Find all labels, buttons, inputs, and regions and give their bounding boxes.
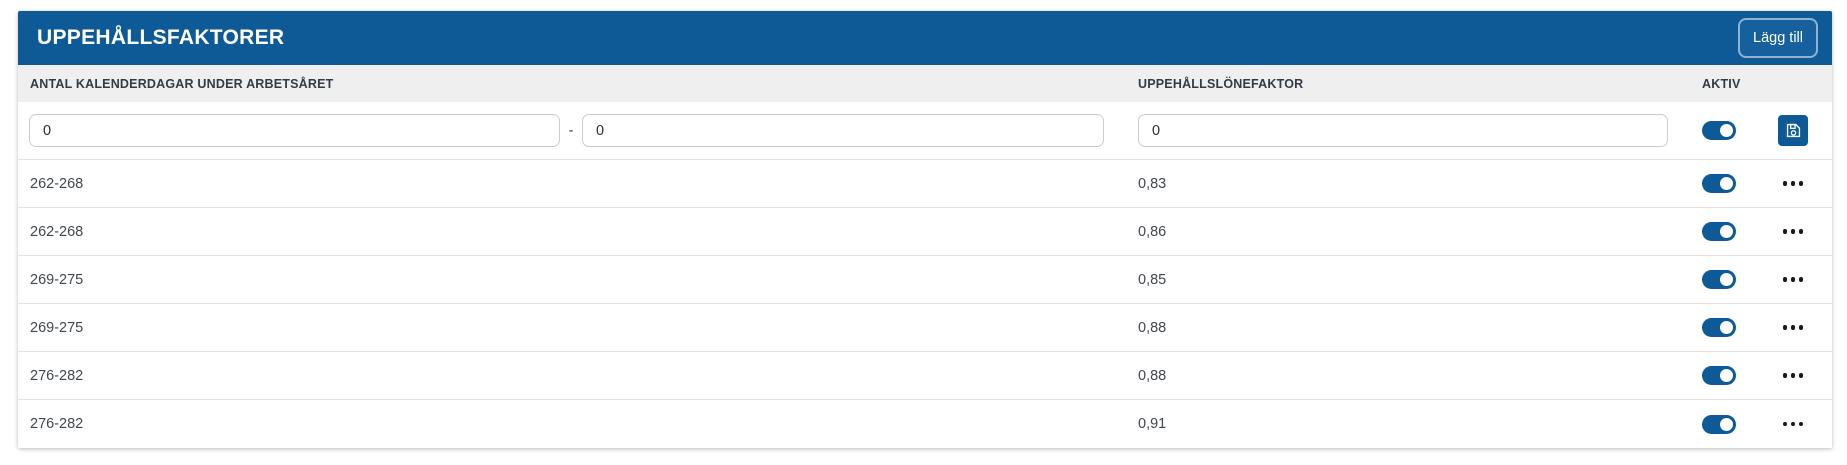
days-range-value: 262-268: [30, 175, 84, 192]
panel-header: UPPEHÅLLSFAKTORER Lägg till: [18, 11, 1832, 65]
active-toggle[interactable]: [1702, 366, 1736, 385]
days-range-value: 262-268: [30, 223, 84, 240]
new-entry-row: -: [18, 102, 1832, 160]
toggle-knob: [1720, 321, 1733, 334]
ellipsis-icon: [1782, 325, 1804, 330]
active-toggle[interactable]: [1702, 174, 1736, 193]
toggle-knob: [1720, 124, 1733, 137]
active-toggle[interactable]: [1702, 414, 1736, 434]
ellipsis-icon: [1782, 181, 1804, 186]
new-entry-active-toggle[interactable]: [1702, 121, 1736, 140]
panel-title: UPPEHÅLLSFAKTORER: [37, 26, 285, 49]
uppehallsfaktorer-panel: UPPEHÅLLSFAKTORER Lägg till ANTAL KALEND…: [18, 11, 1832, 448]
table-row: 269-275 0,88: [18, 304, 1832, 352]
table-row: 262-268 0,86: [18, 208, 1832, 256]
table-row: 276-282 0,91: [18, 400, 1832, 448]
row-menu-button[interactable]: [1778, 414, 1808, 434]
row-menu-button[interactable]: [1778, 318, 1808, 338]
days-to-input[interactable]: [582, 114, 1104, 147]
range-separator: -: [568, 122, 574, 139]
row-menu-button[interactable]: [1778, 222, 1808, 242]
active-toggle[interactable]: [1702, 222, 1736, 241]
toggle-knob: [1720, 225, 1733, 238]
row-menu-button[interactable]: [1778, 366, 1808, 386]
active-toggle[interactable]: [1702, 270, 1736, 289]
days-range-value: 269-275: [30, 319, 84, 336]
ellipsis-icon: [1782, 229, 1804, 234]
toggle-knob: [1720, 177, 1733, 190]
factor-input[interactable]: [1138, 114, 1668, 147]
floppy-disk-icon: [1784, 121, 1803, 140]
row-menu-button[interactable]: [1778, 174, 1808, 194]
days-range-value: 269-275: [30, 271, 84, 288]
ellipsis-icon: [1782, 421, 1804, 427]
table-row: 262-268 0,83: [18, 160, 1832, 208]
table-row: 276-282 0,88: [18, 352, 1832, 400]
row-menu-button[interactable]: [1778, 270, 1808, 290]
factor-value: 0,88: [1138, 367, 1167, 384]
days-from-input[interactable]: [29, 114, 560, 147]
add-button[interactable]: Lägg till: [1738, 18, 1818, 58]
save-button[interactable]: [1778, 115, 1808, 146]
toggle-knob: [1720, 417, 1733, 431]
ellipsis-icon: [1782, 373, 1804, 378]
column-header-days: ANTAL KALENDERDAGAR UNDER ARBETSÅRET: [30, 76, 334, 91]
ellipsis-icon: [1782, 277, 1804, 282]
table-header-row: ANTAL KALENDERDAGAR UNDER ARBETSÅRET UPP…: [18, 65, 1832, 102]
table-row: 269-275 0,85: [18, 256, 1832, 304]
column-header-active: AKTIV: [1702, 76, 1741, 91]
column-header-factor: UPPEHÅLLSLÖNEFAKTOR: [1138, 76, 1304, 91]
factor-value: 0,91: [1138, 416, 1167, 432]
factor-value: 0,88: [1138, 319, 1167, 336]
toggle-knob: [1720, 369, 1733, 382]
days-range-value: 276-282: [30, 367, 84, 384]
factor-value: 0,83: [1138, 175, 1167, 192]
days-range-value: 276-282: [30, 416, 84, 432]
factor-value: 0,86: [1138, 223, 1167, 240]
factor-value: 0,85: [1138, 271, 1167, 288]
toggle-knob: [1720, 273, 1733, 286]
active-toggle[interactable]: [1702, 318, 1736, 337]
